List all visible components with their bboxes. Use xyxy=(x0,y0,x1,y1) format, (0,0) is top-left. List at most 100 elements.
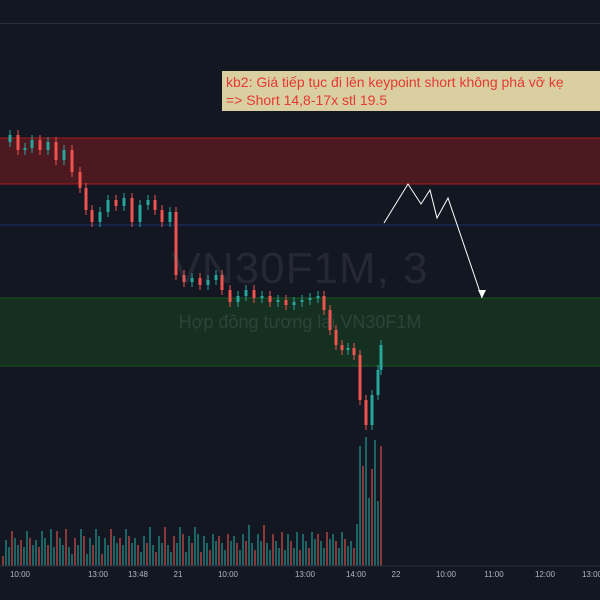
volume-bar xyxy=(278,548,280,566)
candle-body xyxy=(352,348,356,355)
volume-bar xyxy=(254,550,256,566)
volume-bar xyxy=(170,552,172,566)
volume-bar xyxy=(233,536,235,566)
volume-bar xyxy=(329,539,331,566)
volume-bar xyxy=(188,536,190,566)
volume-bar xyxy=(41,531,43,566)
volume-bar xyxy=(89,538,91,566)
volume-bar xyxy=(212,534,214,566)
time-tick-label: 10:00 xyxy=(435,570,457,579)
volume-bar xyxy=(77,545,79,566)
volume-bar xyxy=(368,498,370,566)
volume-bar xyxy=(371,469,373,566)
time-tick-label: 13:00 xyxy=(581,570,600,579)
volume-bar xyxy=(146,543,148,566)
volume-bar xyxy=(134,538,136,566)
top-border xyxy=(0,23,600,24)
candle-body xyxy=(292,302,296,305)
volume-bar xyxy=(311,532,313,566)
candle-body xyxy=(364,400,368,425)
volume-bar xyxy=(323,548,325,566)
time-tick-label: 14:00 xyxy=(345,570,367,579)
volume-bar xyxy=(227,534,229,566)
volume-bar xyxy=(125,529,127,566)
candle-body xyxy=(260,296,264,298)
volume-bar xyxy=(2,556,4,566)
candle-body xyxy=(168,212,172,222)
volume-bar xyxy=(83,536,85,566)
volume-bar xyxy=(335,541,337,566)
candle-body xyxy=(328,310,332,330)
text-annotation[interactable]: kb2: Giá tiếp tục đi lên keypoint short … xyxy=(222,71,600,111)
volume-bar xyxy=(95,529,97,566)
candle-body xyxy=(70,150,74,172)
candle-body xyxy=(54,142,58,160)
volume-bar xyxy=(62,545,64,566)
volume-bar xyxy=(86,554,88,566)
time-tick-label: 11:00 xyxy=(484,570,504,579)
time-tick-label: 13:00 xyxy=(294,570,316,579)
volume-bar xyxy=(350,541,352,566)
volume-bar xyxy=(215,541,217,566)
volume-bar xyxy=(191,543,193,566)
volume-bar xyxy=(137,545,139,566)
volume-bar xyxy=(149,527,151,566)
volume-bar xyxy=(155,552,157,566)
volume-bar xyxy=(317,534,319,566)
annotation-line-2: => Short 14,8-17x stl 19.5 xyxy=(226,92,388,108)
candle-body xyxy=(98,212,102,222)
volume-bar xyxy=(221,543,223,566)
volume-bar xyxy=(14,538,16,566)
volume-bar xyxy=(356,524,358,566)
volume-bar xyxy=(131,543,133,566)
candle-body xyxy=(376,370,380,395)
volume-bar xyxy=(179,527,181,566)
time-tick-label: 21 xyxy=(173,570,183,579)
volume-bar xyxy=(230,541,232,566)
candle-body xyxy=(370,395,374,425)
volume-bar xyxy=(194,527,196,566)
projection-path xyxy=(383,183,483,299)
volume-bar xyxy=(35,540,37,566)
candle-body xyxy=(46,142,50,150)
volume-bar xyxy=(203,536,205,566)
volume-bar xyxy=(44,538,46,566)
candle-body xyxy=(114,200,118,206)
volume-bar xyxy=(176,543,178,566)
volume-bar xyxy=(80,529,82,566)
volume-bar xyxy=(266,543,268,566)
volume-bar xyxy=(56,531,58,566)
volume-bar xyxy=(143,536,145,566)
volume-bar xyxy=(116,543,118,566)
volume-bar xyxy=(275,541,277,566)
candle-body xyxy=(153,200,157,210)
volume-bar xyxy=(314,539,316,566)
candle-body xyxy=(276,300,280,302)
time-tick-label: 10:00 xyxy=(217,570,239,579)
volume-bar xyxy=(29,538,31,566)
projection-arrowhead xyxy=(478,290,486,298)
volume-bar xyxy=(341,532,343,566)
volume-bar xyxy=(272,534,274,566)
candle-body xyxy=(146,200,150,205)
volume-bar xyxy=(245,541,247,566)
volume-bar xyxy=(374,440,376,566)
volume-bar xyxy=(71,554,73,566)
candle-body xyxy=(62,150,66,160)
volume-bar xyxy=(380,446,382,566)
volume-bar xyxy=(23,547,25,566)
volume-bar xyxy=(344,539,346,566)
volume-bar xyxy=(32,545,34,566)
candle-body xyxy=(190,278,194,282)
volume-bar xyxy=(167,545,169,566)
candle-body xyxy=(206,280,210,285)
volume-bar xyxy=(101,554,103,566)
volume-bar xyxy=(338,548,340,566)
volume-bar xyxy=(20,540,22,566)
volume-bar xyxy=(218,536,220,566)
volume-bar xyxy=(113,536,115,566)
volume-bar xyxy=(284,550,286,566)
candle-body xyxy=(220,275,224,290)
volume-bar xyxy=(257,534,259,566)
